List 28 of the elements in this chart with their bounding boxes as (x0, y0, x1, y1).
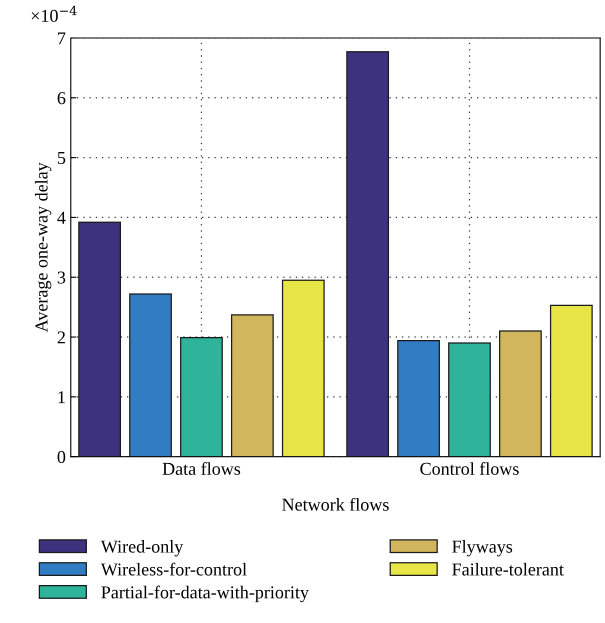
bar (129, 293, 172, 457)
bar (448, 342, 491, 457)
legend-label: Flyways (452, 540, 512, 556)
bar (230, 314, 274, 457)
y-tick-label: 7 (58, 32, 66, 44)
legend-label: Failure-tolerant (452, 562, 564, 576)
bar (180, 337, 223, 457)
bar (78, 222, 121, 457)
bar (397, 340, 440, 457)
legend-label: Partial-for-data-with-priority (101, 586, 309, 602)
y-tick-label: 2 (58, 331, 65, 344)
bar (550, 304, 593, 457)
x-tick-label: Control flows (420, 462, 519, 475)
bar (499, 330, 542, 457)
x-tick-label: Data flows (162, 462, 240, 475)
y-tick-label: 3 (58, 272, 66, 284)
y-tick-label: 6 (58, 92, 66, 104)
y-tick-label: 1 (58, 391, 65, 404)
y-axis-title: Average one-way delay (34, 162, 52, 332)
bar (346, 51, 390, 457)
legend-label: Wired-only (100, 540, 184, 556)
y-tick-label: 4 (57, 212, 66, 224)
y-tick-label: 0 (58, 450, 66, 464)
legend-label: Wireless-for-control (100, 562, 247, 576)
bar (282, 280, 325, 457)
x-axis-title: Network flows (282, 498, 389, 511)
text: ×10$^{−4}$ (32, 6, 77, 22)
y-tick-label: 5 (58, 152, 66, 164)
